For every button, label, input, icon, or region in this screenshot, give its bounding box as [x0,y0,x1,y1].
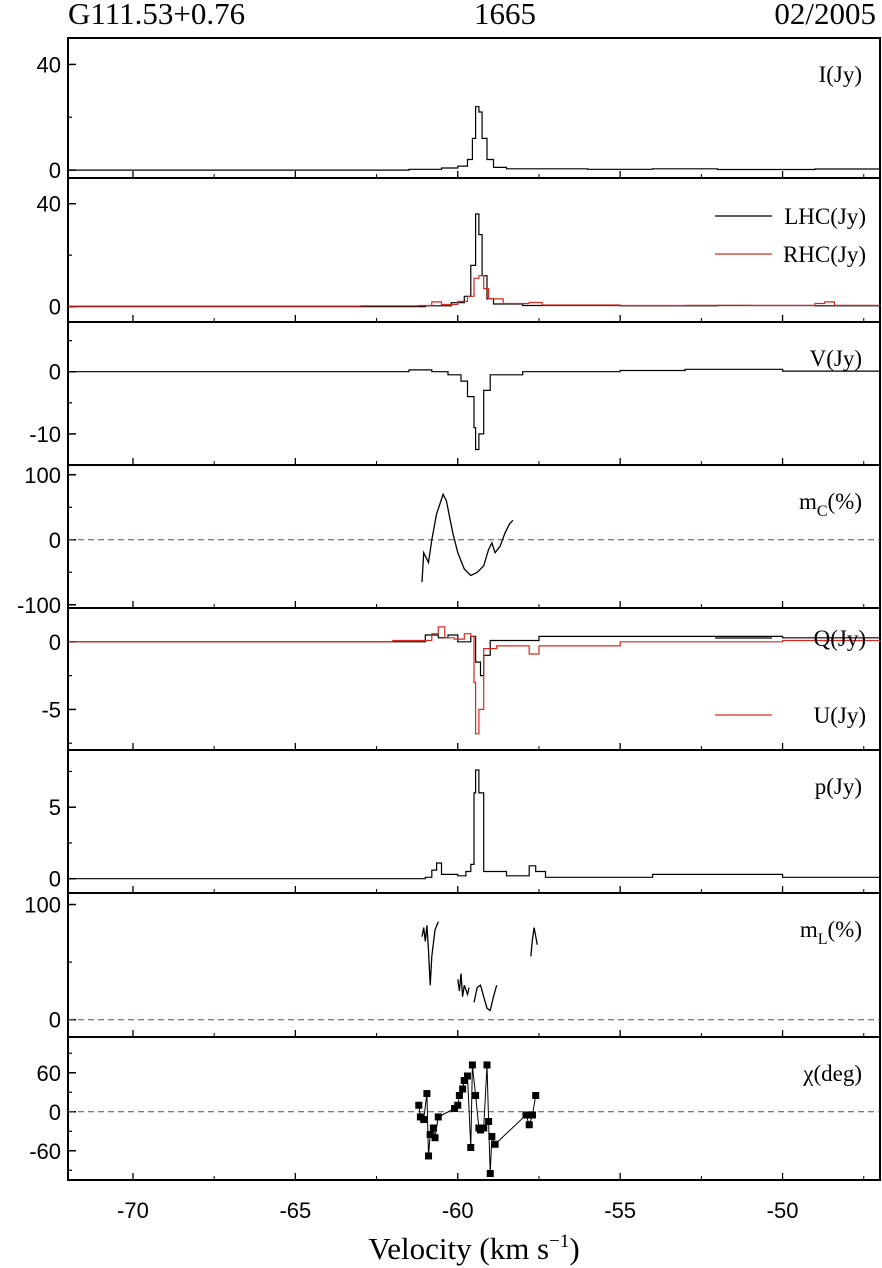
panel-frame [67,321,881,466]
data-point [483,1061,491,1069]
y-tick-label: 0 [49,360,61,385]
y-tick-label: 0 [49,158,61,183]
y-tick-label: 0 [49,1008,61,1033]
data-point [467,1144,475,1151]
series-line [68,769,881,880]
data-point [491,1140,499,1148]
data-point [480,1124,488,1132]
panel-mC: 100 0 -100 mC(%) [17,463,881,618]
panel-chi: 60 0 -60 χ(deg) [29,1036,881,1181]
panel-stack: 040 I(Jy)040 LHC(Jy)RHC(Jy)0-10V(Jy)1000-1… [17,37,881,1181]
y-tick-label: -10 [29,422,61,447]
data-point [415,1101,423,1109]
panel-Q-U: 0 -5 Q(Jy) U(Jy) [41,607,881,751]
panel-V: 0 -10 V(Jy) [29,321,881,466]
y-tick-label: 0 [49,1100,61,1125]
y-tick-label: 100 [24,893,61,918]
panel-frame [67,177,881,323]
data-point [454,1101,462,1109]
date-title: 02/2005 [774,0,876,31]
panel-label: I(Jy) [819,62,862,87]
y-tick-label: 0 [49,630,61,655]
panel-frame [67,892,881,1038]
legend-label: LHC(Jy) [784,204,866,229]
panel-LHC-RHC: 0 40 LHC(Jy) RHC(Jy) [37,177,881,323]
x-tick-label: -50 [767,1198,799,1223]
y-tick-label: 0 [49,867,61,892]
y-tick-label: 40 [37,52,61,77]
y-tick-label: 0 [49,295,61,320]
x-tick-label: -55 [604,1198,636,1223]
data-point [425,1152,433,1160]
panel-mL: 100 0 mL(%) [24,892,881,1038]
x-axis: -70 -65 -60 -55 -50 [117,1198,798,1223]
series-line [68,106,881,171]
y-tick-label: 40 [37,192,61,217]
panel-label: V(Jy) [810,346,862,371]
legend-label: Q(Jy) [814,626,866,651]
source-title: G111.53+0.76 [68,0,245,31]
panel-label: χ(deg) [802,1061,862,1086]
y-tick-label: 100 [24,463,61,488]
data-point [464,1072,472,1080]
data-point [485,1118,493,1125]
y-tick-label: -60 [29,1139,61,1164]
series-line [68,368,881,451]
data-point [460,1077,468,1085]
series-line [473,984,498,1012]
frequency-title: 1665 [474,0,536,31]
series-line [421,492,514,583]
data-point [431,1134,439,1142]
data-point [468,1061,476,1069]
x-tick-label: -65 [279,1198,311,1223]
data-point [423,1090,431,1098]
data-point [522,1111,530,1119]
panel-frame [67,37,881,179]
panel-frame [67,1036,881,1181]
panel-p: 0 5 p(Jy) [49,749,881,894]
y-tick-label: 0 [49,528,61,553]
y-tick-label: 5 [49,795,61,820]
x-axis-label: Velocity (km s−1) [368,1231,579,1266]
legend-label: U(Jy) [814,703,866,728]
legend-label: RHC(Jy) [783,242,866,267]
panel-frame [67,464,881,609]
y-tick-label: -100 [17,593,61,618]
series-line [68,626,881,735]
data-point [429,1124,437,1132]
data-point [434,1113,442,1121]
y-tick-label: 60 [37,1061,61,1086]
data-point [525,1121,533,1129]
series-line [421,921,439,986]
data-point [455,1092,463,1099]
x-tick-label: -60 [442,1198,474,1223]
panel-label: p(Jy) [815,774,862,799]
series-line [530,927,538,957]
data-point [472,1092,480,1099]
data-point [459,1085,467,1093]
panel-label: mL(%) [800,917,862,948]
data-point [528,1111,536,1119]
series-line [457,973,470,997]
data-point [532,1092,540,1099]
y-tick-label: -5 [41,697,61,722]
data-point [420,1116,428,1124]
data-point [486,1170,494,1177]
data-point [426,1131,434,1138]
series-line [68,634,881,677]
x-tick-label: -70 [117,1198,149,1223]
series-line [68,275,881,307]
data-point [488,1132,496,1140]
panel-I: 0 40 I(Jy) [37,37,881,183]
panel-label: mC(%) [799,489,862,520]
